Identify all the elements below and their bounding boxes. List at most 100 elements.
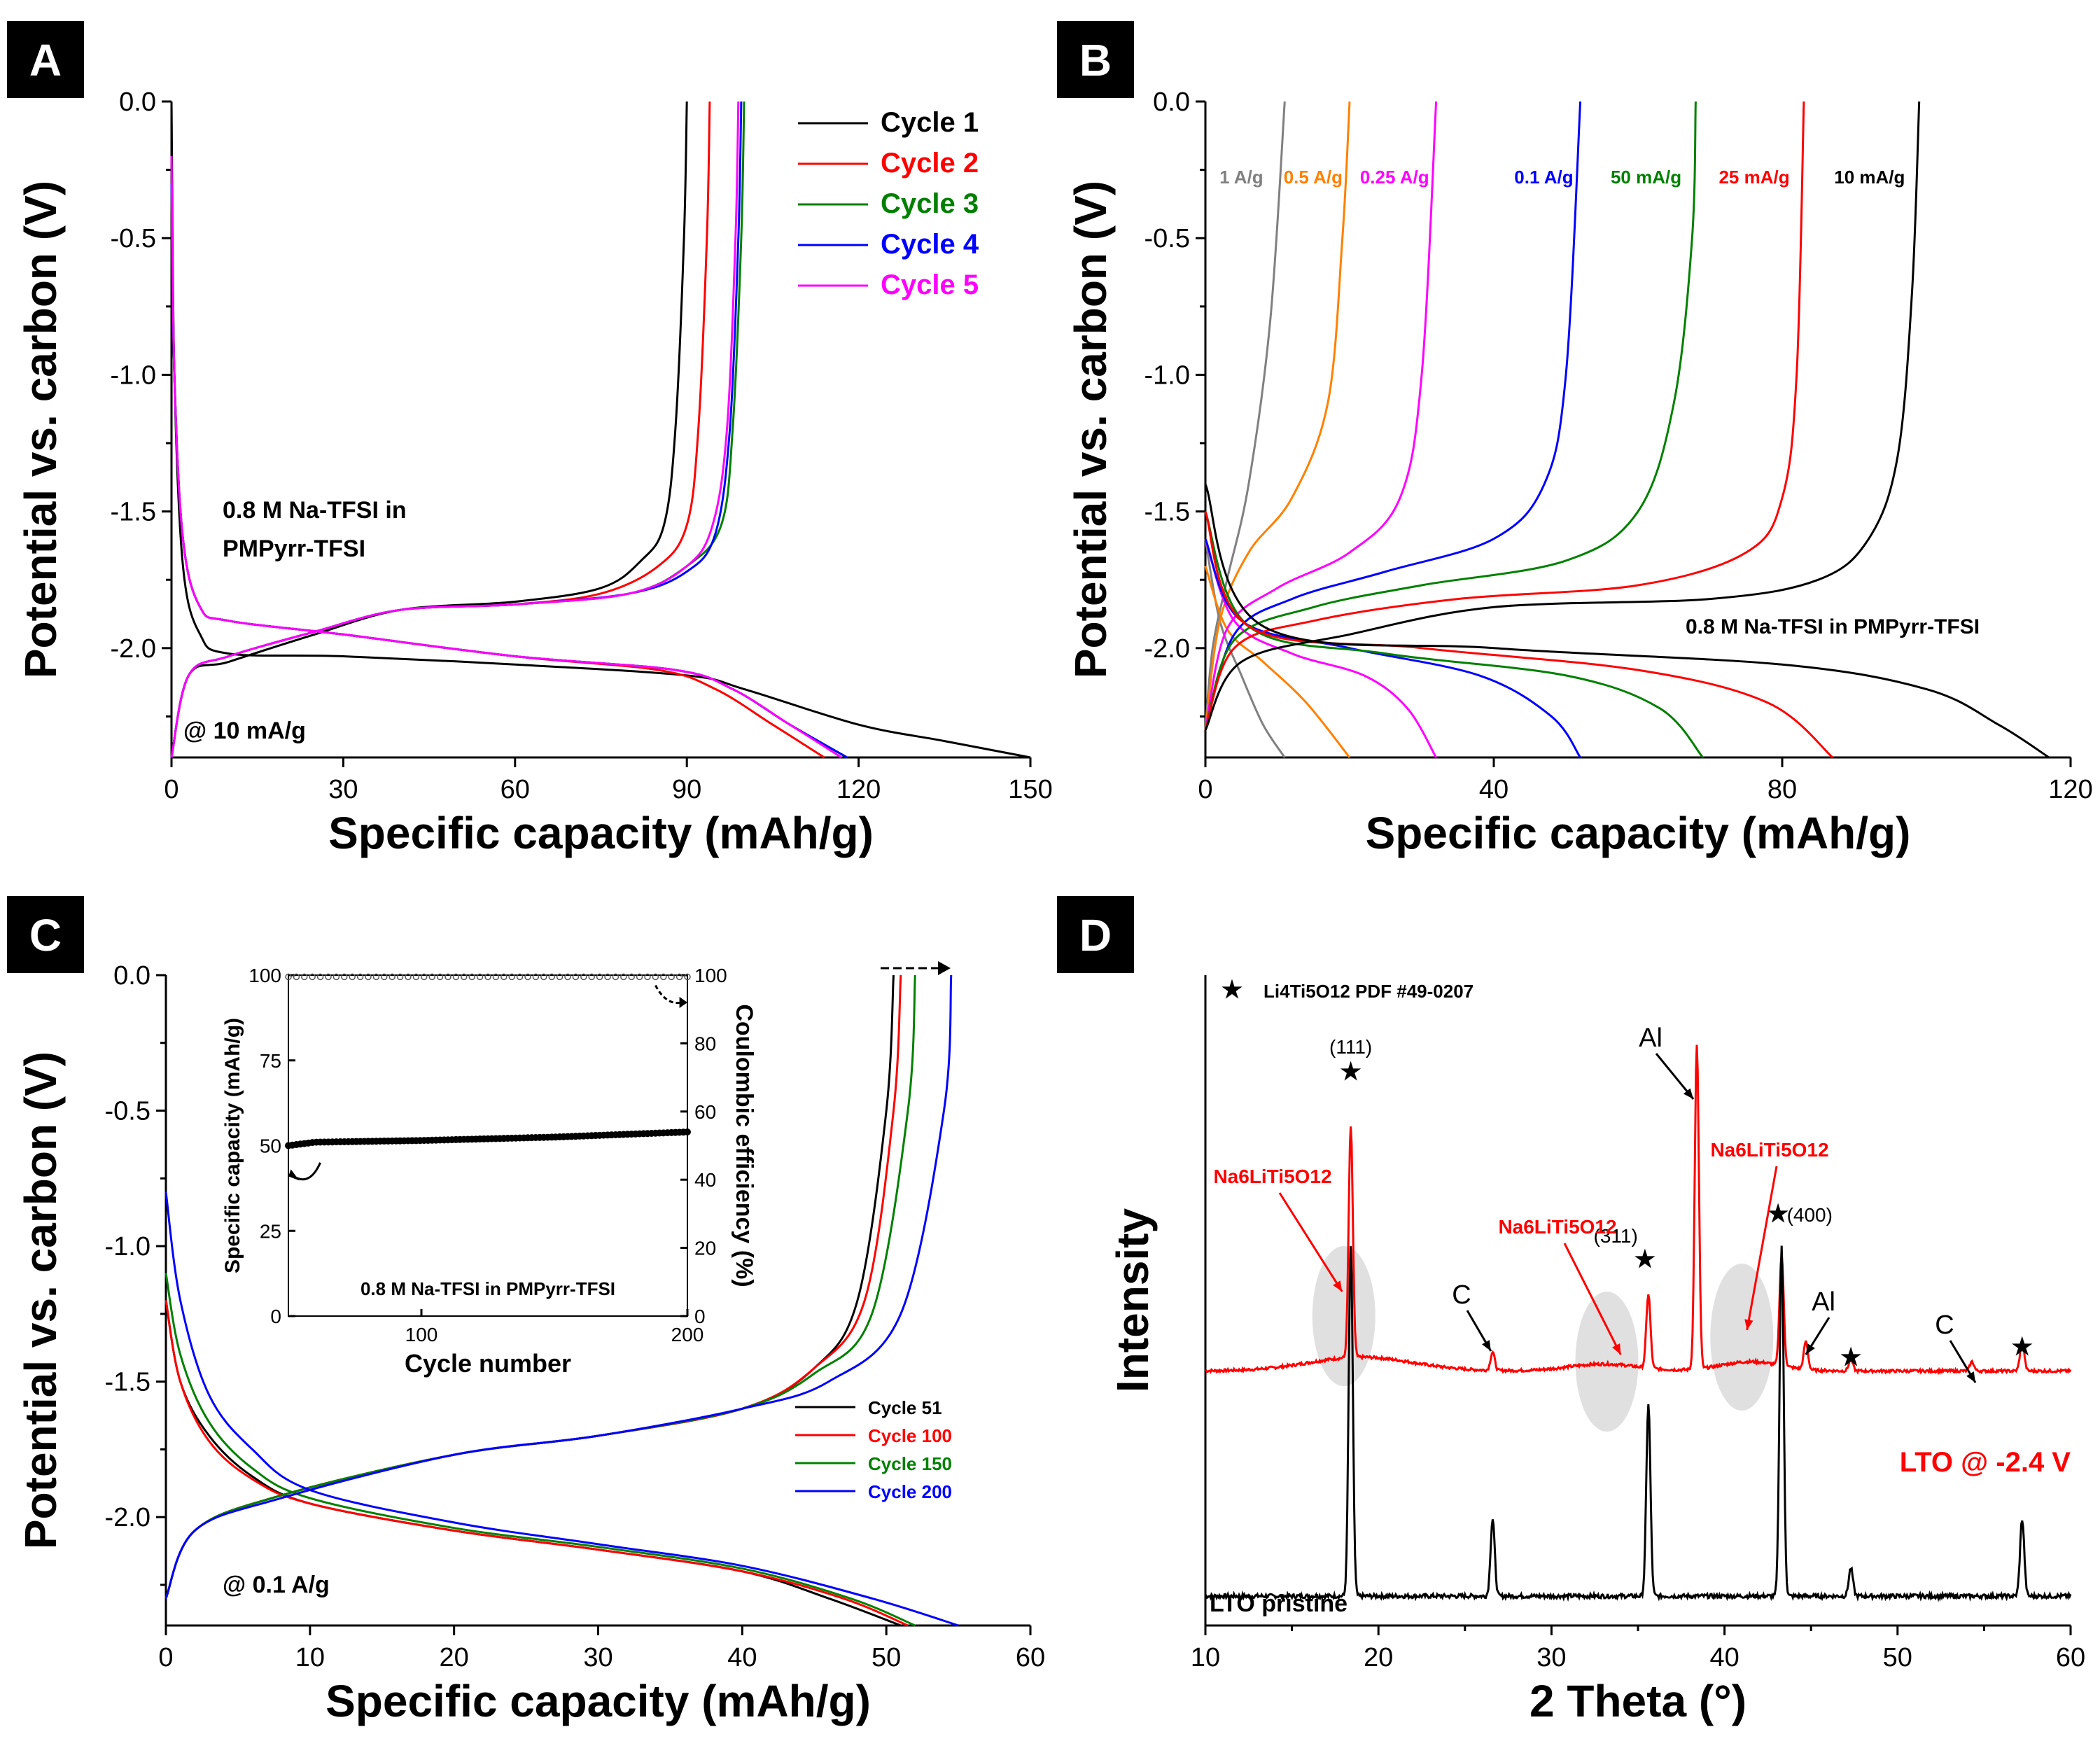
x-axis-label: Specific capacity (mAh/g) — [326, 1676, 871, 1726]
efficiency-point — [652, 973, 659, 981]
x-tick-label: 30 — [583, 1643, 612, 1672]
efficiency-point — [508, 973, 515, 981]
efficiency-point — [388, 973, 396, 981]
efficiency-point — [500, 973, 507, 981]
efficiency-arrow-head — [679, 996, 687, 1008]
rate-label: 0.1 A/g — [1514, 167, 1573, 188]
panel-c-chart: 0 10 20 30 40 50 60 0.0 -0.5 -1.0 -1.5 -2.0 Specific… — [15, 961, 1045, 1726]
discharge-curve — [1204, 511, 1834, 759]
x-tick-label: 0 — [1198, 775, 1212, 804]
x-tick-label: 50 — [1883, 1643, 1912, 1672]
discharge-curve — [164, 1273, 916, 1627]
discharge-curve — [1204, 511, 1704, 758]
charge-curve — [170, 101, 688, 758]
phase-highlight — [1312, 1246, 1376, 1386]
discharge-curve — [170, 156, 842, 759]
phase-arrow — [1278, 1192, 1343, 1292]
phase-arrow-head — [1333, 1280, 1343, 1292]
label-arrow-head — [1966, 1371, 1976, 1383]
legend-entry: Li4Ti5O12 PDF #49-0207 — [1264, 981, 1474, 1002]
y-axis-label: Potential vs. carbon (V) — [1065, 181, 1116, 678]
y-tick-label: -1.5 — [1144, 498, 1190, 527]
miller-111: (111) — [1329, 1036, 1372, 1058]
panel-label-d: D — [1057, 896, 1134, 973]
phase-label-2: Na6LiTi5O12 — [1498, 1216, 1616, 1238]
charge-curve — [1204, 101, 1582, 731]
x-tick-label: 0 — [164, 775, 178, 804]
efficiency-point — [476, 973, 484, 981]
rate-label: 50 mA/g — [1611, 167, 1681, 188]
charge-curve — [1204, 101, 1697, 731]
efficiency-point — [516, 973, 524, 981]
inset-y2-tick-label: 80 — [694, 1033, 716, 1054]
series-1-a-g — [1204, 101, 1286, 758]
efficiency-series — [285, 973, 691, 981]
series-label-charged: LTO @ -2.4 V — [1900, 1447, 2071, 1478]
inset-y-tick-label: 50 — [260, 1135, 281, 1157]
efficiency-point — [436, 973, 444, 981]
phase-highlight — [1710, 1264, 1774, 1411]
efficiency-point — [540, 973, 547, 981]
inset-y-tick-label: 100 — [248, 965, 281, 986]
y-tick-label: 0.0 — [119, 88, 156, 117]
annotation-electrolyte-2: PMPyrr-TFSI — [223, 536, 365, 562]
inset-y2-label: Coulombic efficiency (%) — [731, 1004, 757, 1287]
efficiency-point — [628, 973, 635, 981]
series-0-25-a-g — [1204, 101, 1438, 758]
y-axis-label: Potential vs. carbon (V) — [15, 1051, 66, 1549]
efficiency-point — [301, 973, 308, 981]
efficiency-point — [484, 973, 491, 981]
efficiency-point — [444, 973, 451, 981]
carbon-label-2: C — [1935, 1310, 1954, 1340]
legend-entry: Cycle 100 — [868, 1425, 952, 1446]
x-tick-label: 40 — [727, 1643, 757, 1672]
charge-curve — [1204, 101, 1921, 731]
discharge-curve — [1204, 538, 1286, 758]
y-axis-label: Potential vs. carbon (V) — [15, 181, 66, 678]
aluminum-label-1: Al — [1639, 1023, 1662, 1053]
y-tick-label: -2.0 — [1144, 634, 1190, 664]
legend-entry: Cycle 5 — [881, 270, 979, 300]
star-icon: ★ — [1840, 1344, 1861, 1371]
efficiency-point — [548, 973, 555, 981]
charge-curve — [164, 974, 953, 1599]
charge-curve — [1204, 101, 1438, 731]
discharge-curve — [1204, 566, 1351, 758]
star-icon: ★ — [1768, 1201, 1788, 1227]
y-tick-label: 0.0 — [1153, 88, 1190, 117]
efficiency-point — [468, 973, 475, 981]
series-50-ma-g — [1204, 101, 1704, 758]
phase-arrow-head — [1744, 1319, 1754, 1330]
x-tick-label: 50 — [872, 1643, 901, 1672]
y-tick-label: -1.0 — [1144, 361, 1190, 390]
panel-b-chart: 0 40 80 120 0.0 -0.5 -1.0 -1.5 -2.0 Specific capa… — [1065, 88, 2093, 858]
efficiency-point — [572, 973, 580, 981]
discharge-curve — [1204, 538, 1437, 758]
miller-400: (400) — [1787, 1204, 1833, 1226]
efficiency-point — [365, 973, 372, 981]
legend-entry: Cycle 4 — [881, 229, 979, 260]
efficiency-point — [676, 973, 683, 981]
aluminum-label-2: Al — [1812, 1287, 1835, 1317]
capacity-point — [684, 1128, 691, 1136]
x-axis-label: 2 Theta (°) — [1530, 1676, 1746, 1726]
x-tick-label: 30 — [328, 775, 358, 804]
efficiency-point — [684, 973, 691, 981]
rate-label: 0.25 A/g — [1360, 167, 1429, 188]
legend-entry: Cycle 200 — [868, 1481, 952, 1502]
carbon-label-1: C — [1452, 1280, 1471, 1310]
efficiency-point — [325, 973, 332, 981]
series-0-5-a-g — [1204, 101, 1351, 758]
x-tick-label: 20 — [440, 1643, 469, 1672]
efficiency-point — [341, 973, 348, 981]
efficiency-point — [452, 973, 460, 981]
inset-x-tick-label: 100 — [405, 1324, 438, 1345]
efficiency-point — [580, 973, 587, 981]
efficiency-point — [293, 973, 300, 981]
panel-a-chart: 0 30 60 90 120 150 0.0 -0.5 -1.0 -1.5 -2.0 Specific… — [15, 88, 1053, 858]
efficiency-point — [524, 973, 531, 981]
legend-entry: Cycle 3 — [881, 188, 979, 219]
inset-y-tick-label: 75 — [260, 1050, 281, 1072]
